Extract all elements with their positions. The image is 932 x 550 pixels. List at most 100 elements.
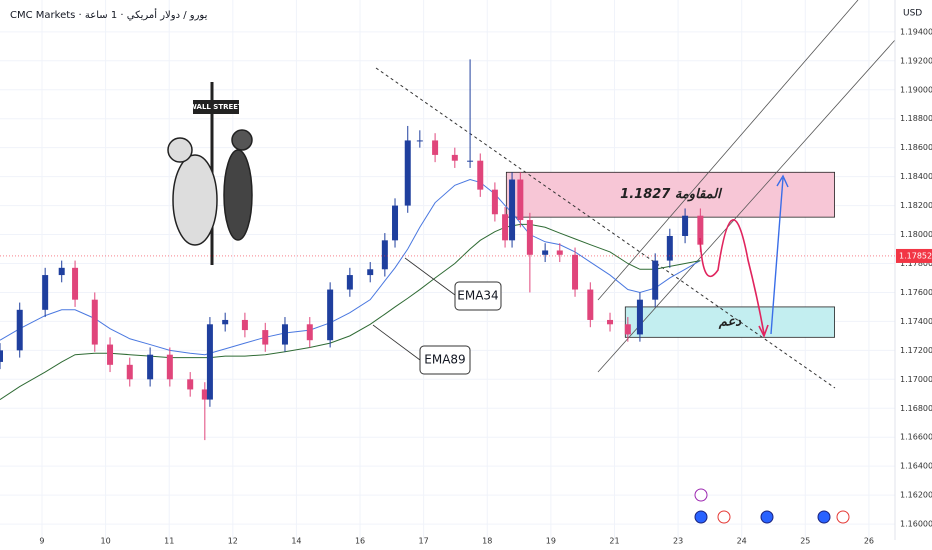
candle-body (58, 267, 65, 276)
candle-body (467, 160, 474, 162)
candle-body (392, 205, 399, 241)
candle-body (367, 269, 374, 276)
y-tick-label: 1.17200 (900, 346, 932, 355)
callout-box (454, 281, 502, 311)
candle-body (416, 140, 423, 142)
ema89-label: EMA89 (424, 353, 465, 367)
x-tick-label: 21 (609, 537, 619, 546)
x-tick-label: 25 (800, 537, 810, 546)
y-tick-label: 1.17600 (900, 288, 932, 297)
y-tick-label: 1.17400 (900, 317, 932, 326)
zone-label: دعم (718, 315, 742, 330)
x-tick-label: 19 (546, 537, 556, 546)
overlays (0, 178, 701, 400)
candle-body (404, 140, 411, 206)
candle-body (107, 344, 114, 365)
candle-body (432, 140, 439, 155)
x-tick-label: 12 (228, 537, 238, 546)
candle-body (652, 260, 659, 300)
x-tick-label: 11 (164, 537, 174, 546)
y-tick-label: 1.16800 (900, 404, 932, 413)
x-tick-label: 14 (291, 537, 301, 546)
zone-label: المقاومة 1.1827 (620, 187, 723, 202)
y-tick-label: 1.18800 (900, 114, 932, 123)
candle-body (281, 324, 288, 345)
arrow-head (776, 174, 789, 188)
candle-body (187, 379, 194, 390)
wall-street-illustration: WALL STREET (167, 82, 253, 265)
last-price-tag (896, 248, 932, 263)
y-tick-label: 1.19400 (900, 27, 932, 36)
x-tick-label: 26 (864, 537, 874, 546)
candle-body (526, 220, 533, 255)
x-tick-label: 16 (355, 537, 365, 546)
currency: USD (903, 9, 922, 19)
candle-body (0, 350, 3, 362)
candle-body (222, 319, 229, 325)
candle-body (556, 250, 563, 255)
arrow-head (758, 324, 769, 339)
ema34-label: EMA34 (457, 289, 498, 303)
candle-body (262, 330, 269, 345)
y-tick-label: 1.18400 (900, 172, 932, 181)
callout-box (419, 345, 471, 375)
y-tick-label: 1.19000 (900, 85, 932, 94)
candle-body (517, 179, 524, 221)
ema-line (0, 178, 701, 356)
channel-line (597, 0, 859, 301)
candle-body (91, 299, 98, 345)
x-tick-label: 18 (482, 537, 492, 546)
candle-body (491, 189, 498, 215)
y-tick-label: 1.17000 (900, 375, 932, 384)
candle-body (502, 214, 509, 241)
callout-line (404, 257, 456, 296)
candle-body (682, 215, 689, 236)
event-icons (694, 488, 850, 524)
candle-body (147, 354, 154, 380)
header: CMC Markets · يورو / دولار أمريكي · 1 سا… (10, 8, 208, 21)
candle-body (72, 267, 79, 300)
y-tick-label: 1.16200 (900, 491, 932, 500)
candle-body (572, 254, 579, 290)
x-tick-label: 23 (673, 537, 683, 546)
y-tick-label: 1.16400 (900, 462, 932, 471)
y-tick-label: 1.17800 (900, 259, 932, 268)
candle-body (542, 250, 549, 255)
x-tick-label: 10 (100, 537, 110, 546)
x-tick-label: 17 (419, 537, 429, 546)
candle-body (624, 324, 631, 335)
candle-body (587, 289, 594, 320)
candle-body (636, 299, 643, 335)
sign-text: WALL STREET (189, 103, 243, 111)
y-tick-label: 1.18200 (900, 201, 932, 210)
candle-body (607, 319, 614, 325)
y-tick-label: 1.18600 (900, 143, 932, 152)
axes: 1.16000 1.16200 1.16400 1.16600 1.16800 1.170… (0, 27, 932, 546)
candle-body (451, 154, 458, 161)
candle-body (666, 235, 673, 261)
candle-body (327, 289, 334, 341)
projection-arrow (699, 219, 765, 335)
candle-body (16, 309, 23, 351)
y-tick-label: 1.16600 (900, 433, 932, 442)
candle-body (509, 179, 516, 241)
y-tick-label: 1.16000 (900, 520, 932, 529)
ema-line (0, 223, 701, 400)
x-tick-label: 9 (39, 537, 44, 546)
candle-body (241, 319, 248, 331)
callout-line (372, 324, 421, 361)
candle-body (477, 160, 484, 190)
zone (624, 306, 835, 338)
candle-body (346, 275, 353, 290)
y-tick-label: 1.19200 (900, 56, 932, 65)
candles (0, 59, 704, 441)
channel-line (597, 39, 896, 373)
y-tick-label: 1.18000 (900, 230, 932, 239)
candle-body (42, 275, 49, 310)
candle-body (126, 364, 133, 380)
candle-body (201, 389, 208, 400)
candle-body (206, 324, 213, 400)
candle-body (306, 324, 313, 341)
candle-body (166, 354, 173, 380)
